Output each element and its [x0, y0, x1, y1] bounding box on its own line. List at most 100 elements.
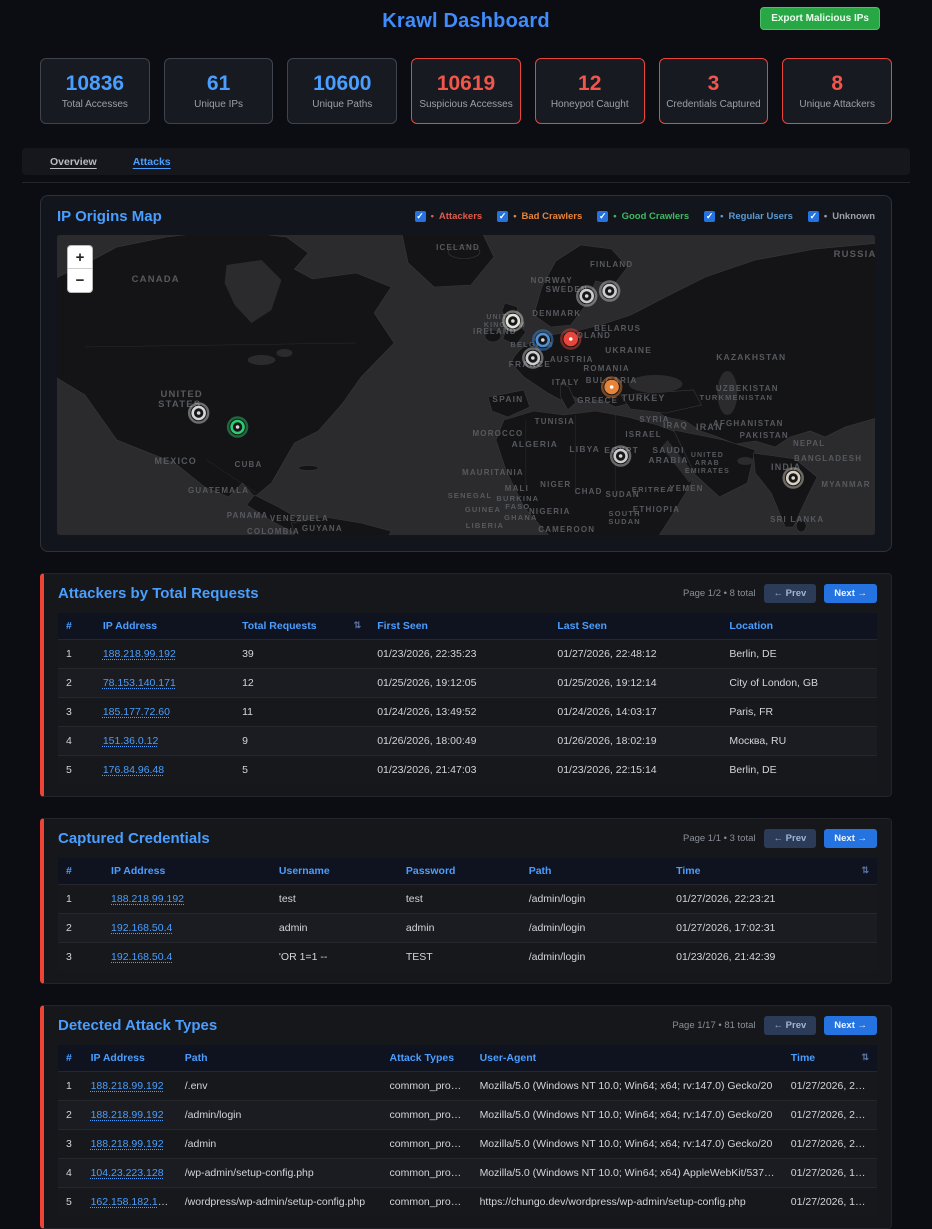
table-cell: TEST — [398, 943, 521, 972]
table-cell: Mozilla/5.0 (Windows NT 10.0; Win64; x64… — [472, 1072, 783, 1101]
map-marker-unknown[interactable] — [503, 312, 522, 331]
table-cell: 01/27/2026, 22:26:11 — [783, 1072, 877, 1101]
map-label-faso: FASO — [505, 502, 530, 511]
ip-address-link[interactable]: 188.218.99.192 — [91, 1138, 164, 1150]
prev-page-button[interactable]: ← Prev — [764, 1016, 817, 1035]
stat-label: Unique IPs — [194, 99, 243, 110]
column-header-total-requests[interactable]: Total Requests⇅ — [234, 613, 369, 640]
map-canvas[interactable]: CANADAICELANDUNITEDSTATESMEXICOCUBAGUATE… — [57, 235, 875, 535]
ip-address-link[interactable]: 188.218.99.192 — [91, 1080, 164, 1092]
column-header-attack-types[interactable]: Attack Types — [381, 1045, 471, 1072]
map-label-afghanistan: AFGHANISTAN — [713, 419, 784, 428]
column-header-time[interactable]: Time⇅ — [668, 858, 877, 885]
map-label-morocco: MOROCCO — [472, 429, 523, 438]
map-marker-unknown[interactable] — [600, 282, 619, 301]
table-cell: https://chungo.dev/wordpress/wp-admin/se… — [472, 1188, 783, 1217]
column-header-last-seen[interactable]: Last Seen — [549, 613, 721, 640]
zoom-out-button[interactable]: − — [68, 269, 92, 292]
map-label-turkey: TURKEY — [622, 393, 666, 403]
table-cell: common_probes — [381, 1101, 471, 1130]
column-header-ip-address[interactable]: IP Address — [103, 858, 271, 885]
next-page-button[interactable]: Next → — [824, 1016, 877, 1035]
map-label-chad: CHAD — [575, 487, 603, 496]
ip-address-link[interactable]: 162.158.182.104 — [91, 1196, 170, 1208]
map-label-mali: MALI — [505, 484, 529, 493]
zoom-in-button[interactable]: + — [68, 246, 92, 269]
ip-address-link[interactable]: 151.36.0.12 — [103, 735, 158, 747]
column-header--[interactable]: # — [58, 613, 95, 640]
sort-icon[interactable]: ⇅ — [354, 620, 362, 631]
stat-card-total-accesses: 10836Total Accesses — [40, 58, 150, 124]
map-marker-attacker[interactable] — [561, 330, 580, 349]
legend-checkbox[interactable]: ✓ — [597, 211, 608, 222]
table-cell: 01/23/2026, 22:15:14 — [549, 756, 721, 785]
column-header-location[interactable]: Location — [721, 613, 877, 640]
column-header-time[interactable]: Time⇅ — [783, 1045, 877, 1072]
ip-address-link[interactable]: 78.153.140.171 — [103, 677, 176, 689]
prev-page-button[interactable]: ← Prev — [764, 829, 817, 848]
sort-icon[interactable]: ⇅ — [861, 1052, 869, 1063]
map-label-algeria: ALGERIA — [512, 439, 558, 449]
map-marker-unknown[interactable] — [523, 349, 542, 368]
table-cell: 176.84.96.48 — [95, 756, 234, 785]
map-label-kazakhstan: KAZAKHSTAN — [716, 352, 786, 362]
column-header-password[interactable]: Password — [398, 858, 521, 885]
map-label-nepal: NEPAL — [793, 439, 825, 448]
export-malicious-ips-button[interactable]: Export Malicious IPs — [760, 7, 880, 30]
map-marker-unknown[interactable] — [611, 447, 630, 466]
ip-address-link[interactable]: 192.168.50.4 — [111, 951, 172, 963]
map-marker-bad-crawler[interactable] — [602, 378, 621, 397]
ip-address-link[interactable]: 188.218.99.192 — [91, 1109, 164, 1121]
map-marker-unknown[interactable] — [189, 404, 208, 423]
table-cell: City of London, GB — [721, 669, 877, 698]
ip-address-link[interactable]: 104.23.223.128 — [91, 1167, 164, 1179]
credentials-panel-title: Captured Credentials — [58, 830, 210, 847]
map-legend: ✓•Attackers✓•Bad Crawlers✓•Good Crawlers… — [415, 211, 875, 222]
map-marker-good-crawler[interactable] — [228, 418, 247, 437]
map-label-finland: FINLAND — [590, 260, 633, 269]
stat-label: Credentials Captured — [666, 99, 761, 110]
column-header-ip-address[interactable]: IP Address — [95, 613, 234, 640]
column-header-path[interactable]: Path — [177, 1045, 382, 1072]
map-zoom-control: + − — [67, 245, 93, 293]
column-header-ip-address[interactable]: IP Address — [83, 1045, 177, 1072]
tab-attacks[interactable]: Attacks — [133, 156, 171, 168]
map-marker-unknown[interactable] — [784, 469, 803, 488]
map-marker-unknown[interactable] — [577, 287, 596, 306]
legend-checkbox[interactable]: ✓ — [704, 211, 715, 222]
legend-checkbox[interactable]: ✓ — [497, 211, 508, 222]
table-cell: 4 — [58, 1159, 83, 1188]
table-cell: /admin/login — [521, 885, 668, 914]
column-header-path[interactable]: Path — [521, 858, 668, 885]
next-page-button[interactable]: Next → — [824, 829, 877, 848]
legend-checkbox[interactable]: ✓ — [415, 211, 426, 222]
legend-checkbox[interactable]: ✓ — [808, 211, 819, 222]
column-header--[interactable]: # — [58, 1045, 83, 1072]
next-page-button[interactable]: Next → — [824, 584, 877, 603]
ip-address-link[interactable]: 192.168.50.4 — [111, 922, 172, 934]
prev-page-button[interactable]: ← Prev — [764, 584, 817, 603]
ip-address-link[interactable]: 185.177.72.60 — [103, 706, 170, 718]
table-cell: 01/23/2026, 22:35:23 — [369, 640, 549, 669]
table-cell: 01/24/2026, 13:49:52 — [369, 698, 549, 727]
table-row: 4104.23.223.128/wp-admin/setup-config.ph… — [58, 1159, 877, 1188]
map-label-italy: ITALY — [552, 378, 580, 387]
column-header--[interactable]: # — [58, 858, 103, 885]
column-header-user-agent[interactable]: User-Agent — [472, 1045, 783, 1072]
map-marker-regular-user[interactable] — [533, 331, 552, 350]
tab-overview[interactable]: Overview — [50, 156, 97, 168]
column-header-first-seen[interactable]: First Seen — [369, 613, 549, 640]
page-info: Page 1/2 • 8 total — [683, 588, 756, 599]
stat-card-unique-ips: 61Unique IPs — [164, 58, 274, 124]
column-header-username[interactable]: Username — [271, 858, 398, 885]
table-cell: 01/26/2026, 18:00:49 — [369, 727, 549, 756]
table-cell: /admin/login — [521, 943, 668, 972]
sort-icon[interactable]: ⇅ — [861, 865, 869, 876]
table-cell: 1 — [58, 1072, 83, 1101]
ip-address-link[interactable]: 188.218.99.192 — [111, 893, 184, 905]
table-cell: 39 — [234, 640, 369, 669]
ip-address-link[interactable]: 176.84.96.48 — [103, 764, 164, 776]
stat-card-unique-paths: 10600Unique Paths — [287, 58, 397, 124]
ip-address-link[interactable]: 188.218.99.192 — [103, 648, 176, 660]
world-map[interactable]: + − — [57, 235, 875, 535]
